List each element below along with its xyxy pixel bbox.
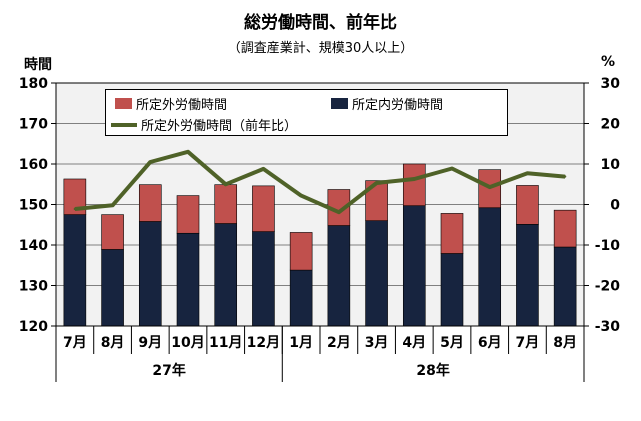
bar-overtime bbox=[252, 185, 275, 232]
legend-label-scheduled: 所定内労働時間 bbox=[352, 98, 444, 113]
bar-overtime bbox=[176, 195, 200, 234]
category-label: 7月 bbox=[516, 335, 540, 351]
left-tick-label: 140 bbox=[19, 238, 48, 254]
category-label: 4月 bbox=[402, 335, 426, 351]
category-label: 10月 bbox=[171, 335, 204, 351]
bar-scheduled bbox=[327, 225, 351, 327]
category-label: 6月 bbox=[478, 335, 502, 351]
point-yoy bbox=[73, 207, 77, 211]
bar-overtime bbox=[101, 214, 124, 250]
point-yoy bbox=[563, 175, 567, 178]
bar-overtime bbox=[516, 185, 539, 225]
bar-overtime bbox=[289, 232, 313, 271]
left-tick-label: 150 bbox=[19, 198, 48, 214]
year-label: 28年 bbox=[416, 362, 449, 379]
category-label: 12月 bbox=[247, 335, 280, 351]
bar-scheduled bbox=[289, 269, 313, 327]
right-tick-label: -10 bbox=[595, 238, 621, 254]
category-label: 2月 bbox=[327, 335, 351, 351]
legend: 所定外労働時間 所定内労働時間 所定外労働時間（前年比） bbox=[105, 89, 508, 136]
bar-overtime bbox=[63, 178, 87, 215]
legend-swatch-overtime bbox=[115, 98, 132, 109]
right-tick-label: -20 bbox=[595, 279, 621, 295]
legend-item-yoy: 所定外労働時間（前年比） bbox=[111, 115, 297, 134]
category-label: 1月 bbox=[289, 335, 313, 351]
right-tick-label: 30 bbox=[601, 76, 621, 92]
line-yoy bbox=[74, 149, 566, 215]
bar-scheduled bbox=[252, 231, 275, 327]
category-label: 11月 bbox=[209, 335, 242, 351]
category-label: 9月 bbox=[138, 335, 162, 351]
category-label: 3月 bbox=[365, 335, 389, 351]
left-tick-label: 170 bbox=[19, 117, 48, 133]
point-yoy bbox=[262, 167, 265, 171]
bar-overtime bbox=[553, 209, 577, 248]
bar-overtime bbox=[402, 163, 426, 207]
bar-scheduled bbox=[402, 205, 426, 327]
right-tick-label: 0 bbox=[610, 198, 620, 214]
point-yoy bbox=[299, 194, 303, 197]
right-tick-label: 10 bbox=[601, 157, 621, 173]
bar-scheduled bbox=[478, 207, 502, 327]
right-axis-unit: % bbox=[601, 54, 616, 70]
bar-scheduled bbox=[214, 223, 238, 327]
bar-overtime bbox=[138, 184, 162, 222]
bar-scheduled bbox=[63, 214, 87, 327]
chart-subtitle: （調査産業計、規模30人以上） bbox=[227, 41, 414, 56]
bar-scheduled bbox=[440, 253, 464, 327]
point-yoy bbox=[526, 172, 529, 175]
bar-overtime bbox=[214, 184, 238, 224]
point-yoy bbox=[413, 177, 416, 181]
category-label: 5月 bbox=[440, 335, 464, 351]
legend-line-yoy bbox=[111, 122, 137, 127]
point-yoy bbox=[488, 185, 491, 189]
bar-scheduled bbox=[516, 224, 539, 327]
bar-scheduled bbox=[101, 249, 124, 327]
right-tick-label: -30 bbox=[595, 319, 621, 335]
legend-item-overtime: 所定外労働時間 bbox=[115, 94, 227, 113]
bar-overtime bbox=[365, 180, 388, 221]
legend-swatch-scheduled bbox=[331, 98, 348, 109]
legend-label-yoy: 所定外労働時間（前年比） bbox=[141, 119, 298, 134]
category-label: 8月 bbox=[553, 335, 577, 351]
legend-label-overtime: 所定外労働時間 bbox=[136, 98, 228, 113]
left-tick-label: 120 bbox=[19, 319, 48, 335]
point-yoy bbox=[111, 204, 114, 207]
legend-item-scheduled: 所定内労働時間 bbox=[331, 94, 443, 113]
point-yoy bbox=[149, 160, 152, 164]
left-tick-label: 180 bbox=[19, 76, 48, 92]
chart-title: 総労働時間、前年比 bbox=[244, 13, 397, 33]
category-label: 8月 bbox=[101, 335, 125, 351]
left-axis-unit: 時間 bbox=[24, 57, 52, 73]
year-label: 27年 bbox=[152, 362, 185, 379]
bar-scheduled bbox=[553, 246, 577, 327]
bar-overtime bbox=[440, 213, 464, 254]
left-tick-label: 160 bbox=[19, 157, 48, 173]
point-yoy bbox=[337, 210, 341, 214]
category-label: 7月 bbox=[63, 335, 87, 351]
point-yoy bbox=[450, 167, 454, 170]
bar-scheduled bbox=[365, 220, 388, 327]
point-yoy bbox=[375, 181, 378, 185]
bar-scheduled bbox=[176, 232, 200, 327]
point-yoy bbox=[186, 150, 190, 154]
bar-scheduled bbox=[138, 221, 162, 327]
right-tick-label: 20 bbox=[601, 117, 621, 133]
left-tick-label: 130 bbox=[19, 279, 48, 295]
point-yoy bbox=[224, 183, 227, 186]
